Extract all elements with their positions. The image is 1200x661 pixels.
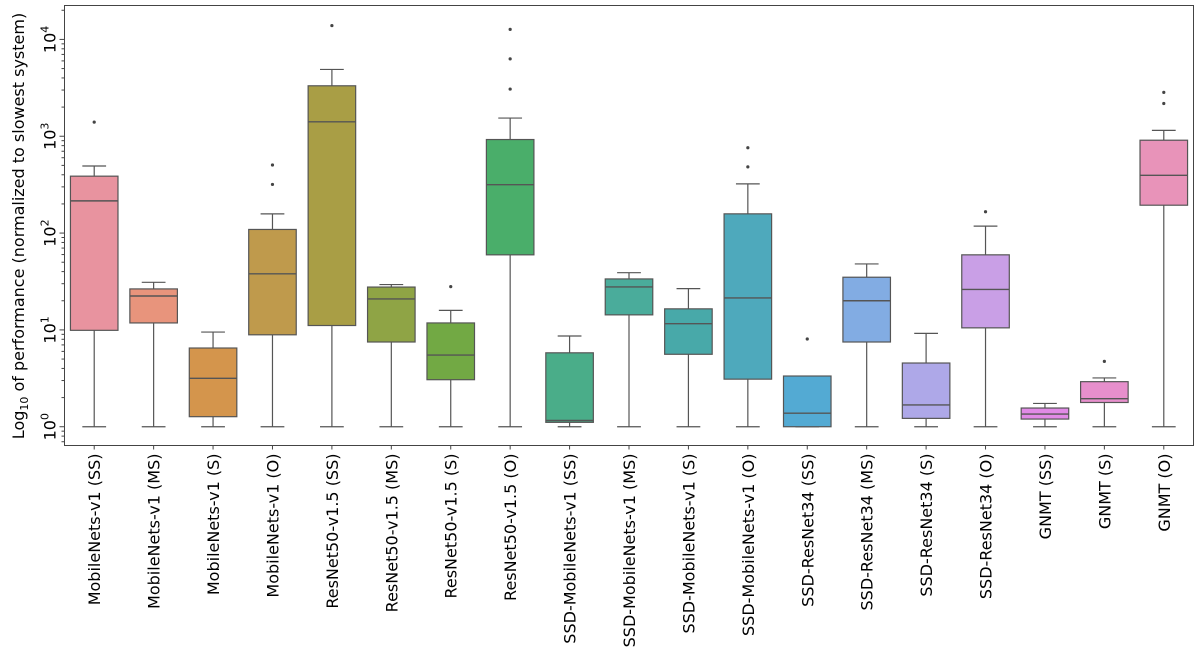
box-group — [1139, 90, 1189, 428]
box-iqr — [1139, 139, 1189, 206]
x-tick-label: ResNet50-v1.5 (SS) — [323, 454, 342, 609]
x-tick-label: ResNet50-v1.5 (O) — [501, 454, 520, 601]
outlier-point — [983, 210, 988, 214]
box-group — [545, 335, 594, 428]
box-iqr — [129, 288, 179, 324]
y-tick-exponent: 2 — [39, 219, 52, 226]
x-tick-label: SSD-ResNet34 (MS) — [858, 454, 877, 611]
box-group — [1079, 359, 1129, 428]
box-group — [426, 285, 476, 428]
outlier-point — [746, 165, 750, 169]
outlier-point — [330, 23, 334, 28]
box-iqr — [426, 322, 476, 381]
y-axis-label: Log10 of performance (normalized to slow… — [9, 13, 31, 439]
y-tick-base: 10 — [41, 33, 60, 53]
box-group — [604, 272, 654, 428]
box-group — [961, 210, 1010, 428]
outlier-point — [1162, 90, 1166, 94]
outlier-point — [746, 146, 750, 150]
box-group — [307, 23, 357, 428]
outlier-point — [508, 57, 512, 61]
outlier-point — [449, 285, 453, 289]
box-group — [842, 263, 892, 428]
outlier-point — [508, 27, 512, 31]
y-tick-exponent: 0 — [39, 413, 52, 420]
box-group — [366, 283, 416, 428]
outlier-point — [1162, 101, 1166, 106]
box-group — [248, 163, 297, 428]
x-tick-label: GNMT (O) — [1155, 454, 1174, 532]
x-tick-label: MobileNets-v1 (S) — [204, 454, 223, 596]
outlier-point — [92, 120, 96, 124]
outlier-point — [1102, 359, 1106, 363]
box-group — [901, 332, 951, 428]
y-tick-label: 104 — [39, 26, 60, 53]
box-iqr — [842, 276, 892, 343]
box-group — [782, 337, 832, 428]
x-tick-label: MobileNets-v1 (MS) — [145, 454, 164, 609]
box-iqr — [366, 286, 416, 343]
x-tick-label: ResNet50-v1.5 (S) — [442, 454, 461, 599]
box-iqr — [782, 375, 832, 428]
y-tick-base: 10 — [41, 130, 60, 150]
x-tick-label: SSD-MobileNets-v1 (MS) — [620, 454, 639, 648]
box-group — [664, 288, 713, 428]
box-iqr — [485, 138, 535, 256]
x-tick-label: SSD-MobileNets-v1 (S) — [679, 454, 698, 634]
outlier-point — [805, 337, 809, 341]
outlier-point — [508, 87, 512, 91]
y-tick-base: 10 — [41, 323, 60, 343]
box-iqr — [961, 254, 1010, 329]
x-tick-label: SSD-ResNet34 (SS) — [798, 454, 817, 607]
box-group — [1020, 402, 1070, 428]
box-iqr — [188, 347, 238, 418]
box-iqr — [545, 352, 594, 423]
box-iqr — [248, 228, 297, 336]
y-tick-label: 101 — [39, 316, 60, 343]
box-group — [723, 146, 773, 428]
box-group — [69, 120, 119, 428]
box-iqr — [1079, 381, 1129, 404]
box-iqr — [69, 175, 119, 331]
box-group — [485, 27, 535, 428]
y-tick-label: 103 — [39, 123, 60, 150]
box-iqr — [664, 308, 713, 355]
y-tick-base: 10 — [41, 420, 60, 440]
y-axis-label-rest: of performance (normalized to slowest sy… — [9, 13, 28, 397]
box-iqr — [723, 213, 773, 380]
x-tick-label: SSD-ResNet34 (O) — [977, 454, 996, 600]
y-tick-base: 10 — [41, 226, 60, 246]
box-iqr — [901, 362, 951, 419]
x-tick-label: ResNet50-v1.5 (MS) — [382, 454, 401, 613]
x-tick-label: GNMT (S) — [1095, 454, 1114, 530]
x-tick-label: SSD-ResNet34 (S) — [917, 454, 936, 597]
x-tick-label: SSD-MobileNets-v1 (O) — [739, 454, 758, 636]
x-tick-label: GNMT (SS) — [1036, 454, 1055, 540]
box-group — [188, 331, 238, 428]
y-tick-exponent: 3 — [39, 123, 52, 130]
box-iqr — [307, 85, 357, 327]
y-axis-label-subscript: 10 — [18, 397, 31, 411]
y-axis-label-prefix: Log — [9, 411, 28, 440]
outlier-point — [270, 163, 275, 167]
box-group — [129, 281, 179, 428]
y-tick-label: 100 — [39, 413, 60, 440]
box-iqr — [604, 278, 654, 316]
x-tick-label: MobileNets-v1 (O) — [263, 454, 282, 598]
x-tick-label: SSD-MobileNets-v1 (SS) — [561, 454, 580, 644]
y-tick-label: 102 — [39, 219, 60, 246]
y-tick-exponent: 1 — [39, 316, 52, 323]
y-tick-exponent: 4 — [39, 26, 52, 33]
x-tick-label: MobileNets-v1 (SS) — [85, 454, 104, 606]
outlier-point — [270, 182, 275, 187]
